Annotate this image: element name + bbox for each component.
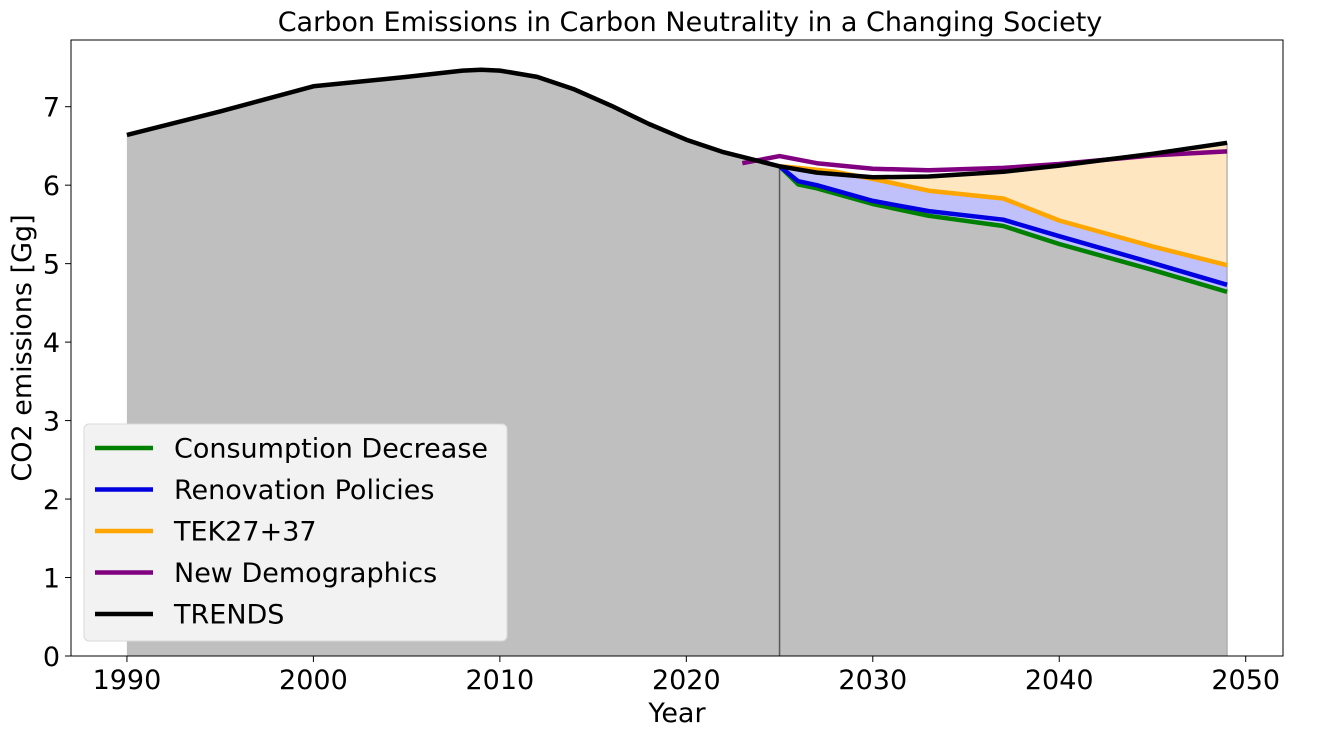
x-tick-label: 2000 bbox=[279, 665, 348, 696]
legend-label: Consumption Decrease bbox=[174, 434, 488, 465]
y-tick-label: 2 bbox=[43, 485, 60, 516]
legend-label: TEK27+37 bbox=[173, 517, 317, 548]
x-tick-label: 2030 bbox=[838, 665, 907, 696]
x-tick-label: 2010 bbox=[466, 665, 535, 696]
y-tick-label: 5 bbox=[43, 250, 60, 281]
renovation-band bbox=[779, 166, 1228, 292]
y-axis-label: CO2 emissions [Gg] bbox=[7, 214, 38, 481]
y-tick-label: 6 bbox=[43, 171, 60, 202]
series-line-tek27-37 bbox=[779, 164, 1228, 268]
x-tick-label: 1990 bbox=[93, 665, 162, 696]
x-axis-label: Year bbox=[647, 698, 706, 729]
y-axis-ticks: 0 1 2 3 4 5 6 7 bbox=[43, 93, 71, 673]
x-axis-ticks: 1990 2000 2010 2020 2030 2040 2050 bbox=[93, 656, 1280, 696]
x-tick-label: 2040 bbox=[1025, 665, 1094, 696]
y-tick-label: 3 bbox=[43, 407, 60, 438]
y-tick-label: 1 bbox=[43, 564, 60, 595]
legend-label: Renovation Policies bbox=[174, 475, 434, 506]
x-tick-label: 2020 bbox=[652, 665, 721, 696]
y-tick-label: 4 bbox=[43, 328, 60, 359]
series-line-consumption-decrease bbox=[778, 164, 1228, 295]
consumption-area bbox=[779, 166, 1228, 657]
series-line-renovation-policies bbox=[778, 164, 1228, 287]
legend-label: New Demographics bbox=[174, 558, 437, 589]
legend-label: TRENDS bbox=[173, 600, 284, 631]
x-tick-label: 2050 bbox=[1211, 665, 1280, 696]
y-tick-label: 0 bbox=[43, 642, 60, 673]
legend-box bbox=[83, 423, 508, 642]
plot-frame bbox=[70, 39, 1284, 657]
legend: Consumption Decrease Renovation Policies T… bbox=[83, 423, 508, 642]
chart-title: Carbon Emissions in Carbon Neutrality in… bbox=[278, 7, 1103, 38]
series-line-trends bbox=[126, 67, 1228, 180]
y-tick-label: 7 bbox=[43, 93, 60, 124]
